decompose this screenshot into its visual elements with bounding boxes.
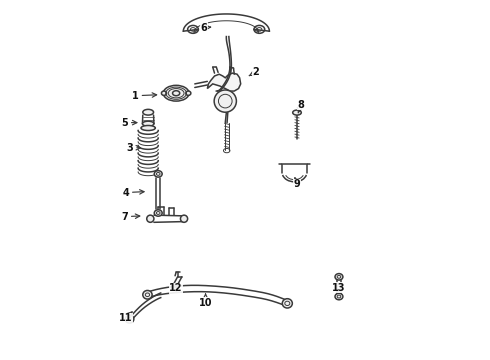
Text: 11: 11 [119, 312, 133, 323]
Ellipse shape [335, 293, 343, 300]
Ellipse shape [214, 90, 236, 112]
Ellipse shape [154, 210, 162, 216]
Ellipse shape [154, 171, 162, 177]
Text: 3: 3 [127, 143, 141, 153]
Text: 13: 13 [332, 283, 346, 293]
Ellipse shape [143, 121, 154, 126]
Ellipse shape [180, 215, 188, 222]
Ellipse shape [143, 291, 152, 299]
Text: 9: 9 [294, 178, 300, 189]
Ellipse shape [163, 85, 189, 101]
Text: 8: 8 [297, 100, 304, 113]
Text: 10: 10 [199, 294, 212, 308]
Ellipse shape [293, 110, 301, 115]
Ellipse shape [186, 91, 191, 95]
Text: 7: 7 [122, 212, 140, 221]
Ellipse shape [282, 299, 293, 308]
Ellipse shape [335, 274, 343, 280]
Ellipse shape [143, 109, 153, 115]
Ellipse shape [147, 215, 154, 222]
Text: 1: 1 [132, 91, 157, 101]
Text: 5: 5 [122, 118, 137, 128]
Ellipse shape [141, 126, 155, 131]
Text: 12: 12 [170, 283, 183, 293]
Text: 2: 2 [249, 67, 259, 77]
Text: 6: 6 [200, 23, 211, 33]
Text: 4: 4 [122, 188, 144, 198]
Polygon shape [207, 73, 241, 91]
Ellipse shape [125, 315, 134, 323]
Ellipse shape [161, 91, 167, 95]
